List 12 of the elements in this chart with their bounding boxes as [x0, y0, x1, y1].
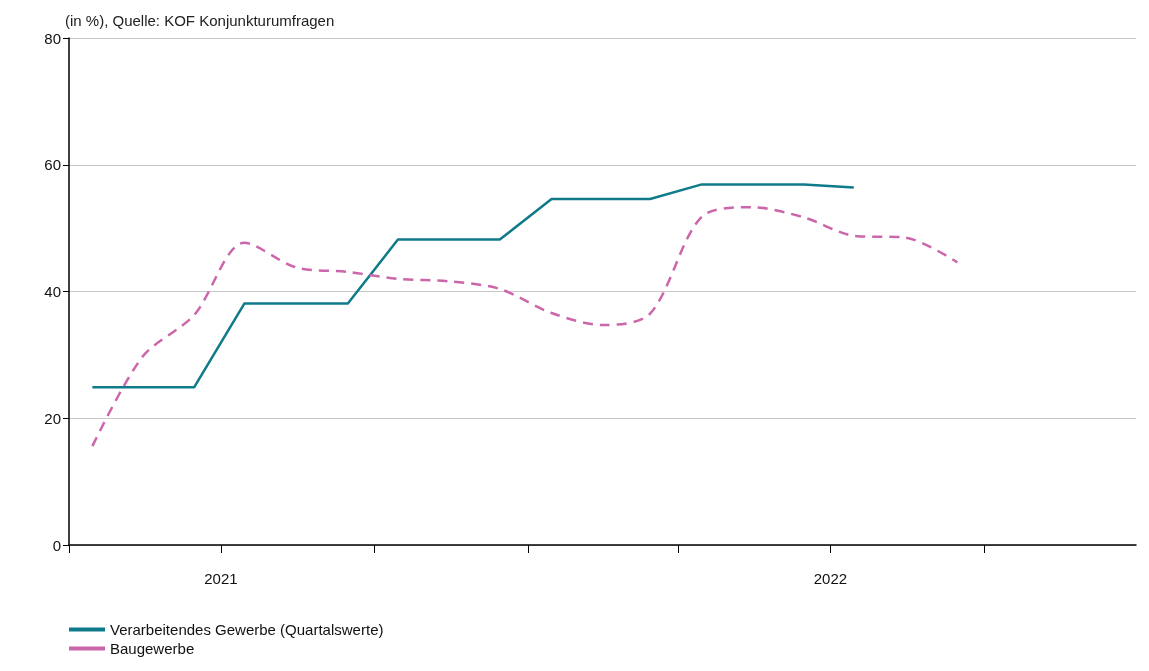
- legend-label: Verarbeitendes Gewerbe (Quartalswerte): [110, 621, 384, 638]
- line-series: [91, 183, 856, 389]
- y-tick-label: 60: [44, 156, 61, 174]
- y-tick-label: 0: [52, 536, 61, 554]
- y-tick-label: 80: [44, 29, 61, 47]
- y-tick-label: 40: [44, 283, 61, 300]
- line-series: [91, 205, 959, 448]
- chart-title: (in %), Quelle: KOF Konjunkturumfragen: [65, 12, 335, 29]
- x-tick-label: 2021: [204, 570, 238, 587]
- y-tick-label: 20: [44, 409, 61, 427]
- x-tick-label: 2022: [813, 570, 848, 587]
- legend-label: Baugewerbe: [110, 640, 195, 657]
